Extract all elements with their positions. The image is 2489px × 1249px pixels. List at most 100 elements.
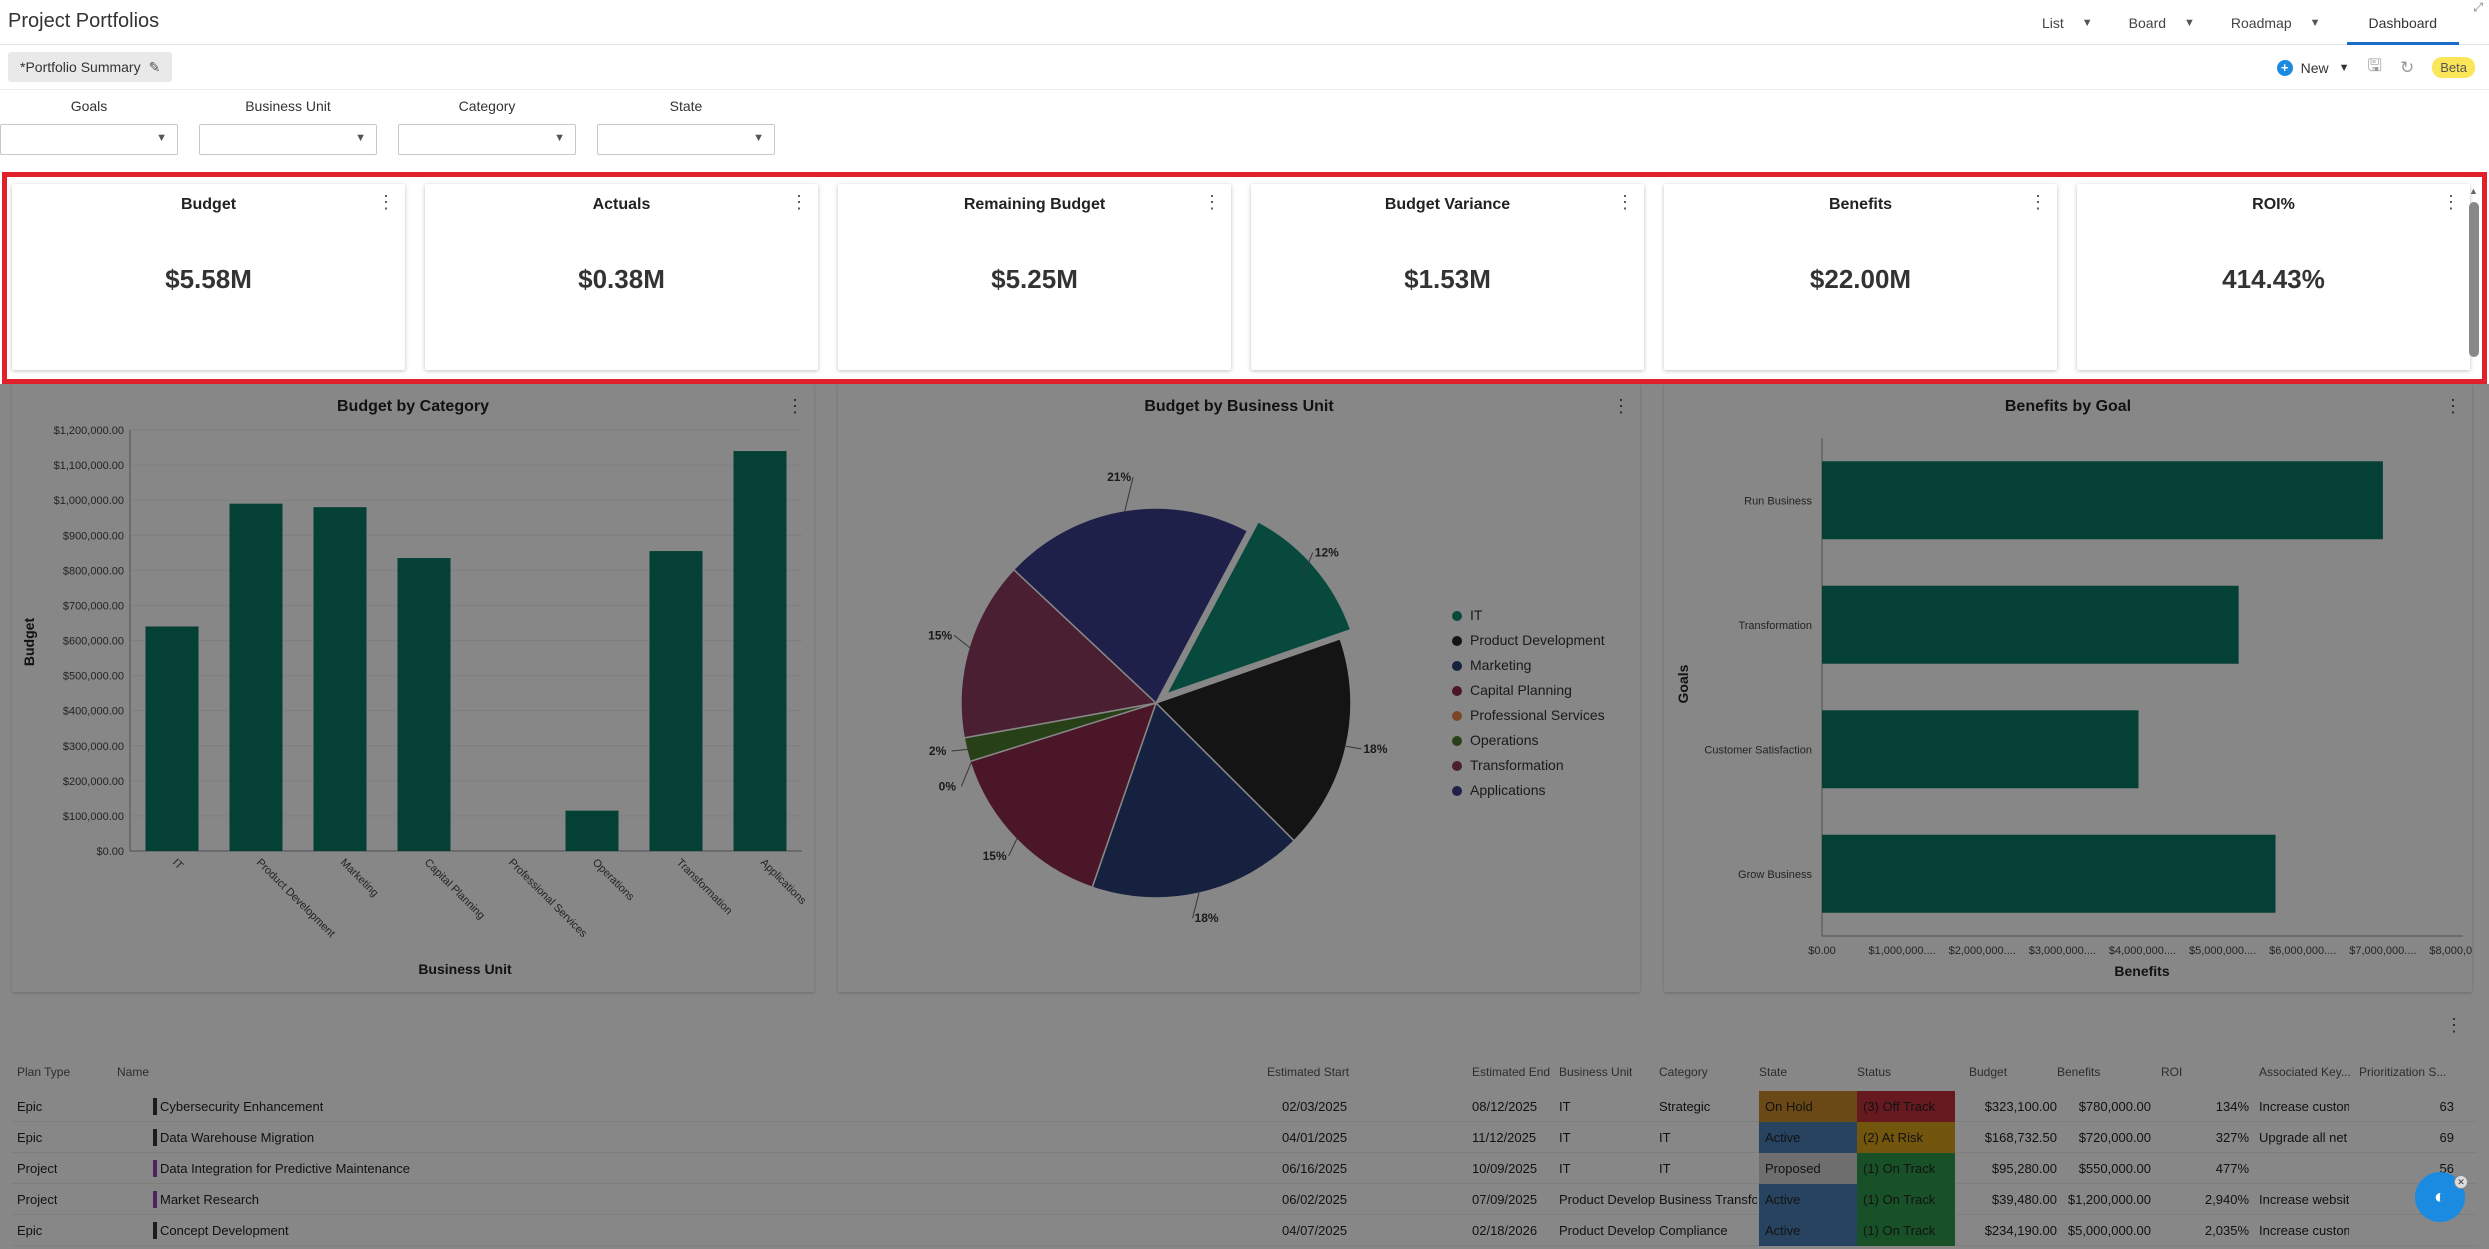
legend-label: Transformation bbox=[1470, 757, 1564, 773]
state-select[interactable]: ▼ bbox=[597, 124, 775, 155]
cell-state: Active bbox=[1759, 1122, 1857, 1153]
more-options-icon[interactable]: ⋮ bbox=[2444, 396, 2462, 416]
save-icon[interactable]: 🖫 bbox=[2367, 56, 2382, 75]
filter-bar: Goals ▼ Business Unit ▼ Category ▼ State… bbox=[0, 90, 2489, 160]
bar bbox=[397, 558, 451, 851]
kpi-title: Budget Variance bbox=[1384, 196, 1511, 213]
scrollbar-thumb[interactable] bbox=[2469, 202, 2479, 357]
column-header[interactable]: Benefits bbox=[2057, 1065, 2101, 1079]
table-row[interactable]: Epic Data Warehouse Migration 04/01/2025 11… bbox=[12, 1122, 2477, 1153]
pencil-icon[interactable]: ✎ bbox=[148, 58, 161, 75]
kpi-title: ROI% bbox=[2252, 196, 2295, 213]
legend-marker bbox=[1452, 711, 1462, 721]
table-row[interactable]: Project Data Integration for Predictive M… bbox=[12, 1153, 2477, 1184]
view-tab-dashboard[interactable]: Dashboard bbox=[2346, 0, 2459, 45]
item-color-bar bbox=[153, 1098, 157, 1115]
kpi-value: $5.25M bbox=[991, 264, 1078, 294]
chevron-down-icon[interactable]: ▼ bbox=[2338, 61, 2350, 74]
y-tick-label: $800,000.00 bbox=[63, 565, 124, 577]
table-row[interactable]: Epic Cybersecurity Enhancement 02/03/2025 0… bbox=[12, 1091, 2477, 1122]
chevron-down-icon[interactable]: ▼ bbox=[2309, 16, 2321, 29]
kpi-value: 414.43% bbox=[2222, 264, 2325, 294]
more-options-icon[interactable]: ⋮ bbox=[1203, 192, 1221, 212]
chevron-down-icon[interactable]: ▼ bbox=[2184, 16, 2195, 29]
y-axis-title: Budget bbox=[21, 618, 37, 667]
cell-key: Increase custom bbox=[2259, 1099, 2349, 1114]
dashboard-selector-chip[interactable]: *Portfolio Summary ✎ bbox=[8, 52, 173, 82]
cell-name[interactable]: Concept Development bbox=[160, 1223, 289, 1238]
app-header: Project Portfolios List ▼ Board ▼ Roadma… bbox=[0, 0, 2489, 45]
chevron-down-icon: ▼ bbox=[753, 132, 764, 144]
legend-label: Capital Planning bbox=[1470, 682, 1572, 698]
expand-icon[interactable]: ⤢ bbox=[2473, 0, 2483, 14]
column-header[interactable]: Estimated End bbox=[1472, 1065, 1551, 1079]
more-options-icon[interactable]: ⋮ bbox=[2029, 192, 2047, 212]
chart-title: Budget by Business Unit bbox=[1144, 398, 1334, 415]
column-header[interactable]: Status bbox=[1857, 1065, 1892, 1079]
x-tick-label: $5,000,000.... bbox=[2189, 945, 2256, 957]
more-options-icon[interactable]: ⋮ bbox=[790, 192, 808, 212]
more-options-icon[interactable]: ⋮ bbox=[2445, 1015, 2463, 1035]
chevron-down-icon[interactable]: ▼ bbox=[2081, 16, 2093, 29]
more-options-icon[interactable]: ⋮ bbox=[786, 396, 804, 416]
cell-name[interactable]: Cybersecurity Enhancement bbox=[160, 1099, 324, 1114]
legend-marker bbox=[1452, 786, 1462, 796]
new-button[interactable]: + New ▼ bbox=[2276, 59, 2350, 76]
bar bbox=[1822, 710, 2139, 789]
kpi-card-budget: Budget $5.58M ⋮ bbox=[12, 184, 405, 370]
kpi-card-actuals: Actuals $0.38M ⋮ bbox=[425, 184, 818, 370]
column-header[interactable]: Plan Type bbox=[17, 1065, 71, 1079]
refresh-icon[interactable]: ↻ bbox=[2400, 57, 2415, 77]
view-tab-roadmap[interactable]: Roadmap ▼ bbox=[2231, 0, 2321, 45]
view-tab-board[interactable]: Board ▼ bbox=[2129, 0, 2195, 45]
view-switcher: List ▼ Board ▼ Roadmap ▼ Dashboard bbox=[2006, 0, 2459, 45]
column-header[interactable]: Estimated Start bbox=[1267, 1065, 1350, 1079]
table-header: Plan Type Name Estimated Start Estimated En… bbox=[12, 1059, 2477, 1087]
cell-start: 02/03/2025 bbox=[1282, 1099, 1348, 1114]
cell-budget: $168,732.50 bbox=[1984, 1130, 2057, 1145]
table-row[interactable]: Epic Concept Development 04/07/2025 02/18/2… bbox=[12, 1215, 2477, 1246]
y-tick-label: $700,000.00 bbox=[63, 600, 124, 612]
more-options-icon[interactable]: ⋮ bbox=[377, 192, 395, 212]
legend-marker bbox=[1452, 636, 1462, 646]
cell-state: Active bbox=[1759, 1215, 1857, 1246]
filter-state: State ▼ bbox=[597, 98, 775, 155]
kpi-title: Remaining Budget bbox=[963, 196, 1106, 213]
more-options-icon[interactable]: ⋮ bbox=[1616, 192, 1634, 212]
business-unit-select[interactable]: ▼ bbox=[199, 124, 377, 155]
view-tab-list[interactable]: List ▼ bbox=[2042, 0, 2093, 45]
column-header[interactable]: Associated Key... bbox=[2259, 1065, 2351, 1079]
x-tick-label: $6,000,000.... bbox=[2269, 945, 2336, 957]
cell-name[interactable]: Data Warehouse Migration bbox=[160, 1130, 315, 1145]
goals-select[interactable]: ▼ bbox=[0, 124, 178, 155]
y-tick-label: $100,000.00 bbox=[63, 811, 124, 823]
budget-by-category-panel: Budget by Category ⋮ $0.00 $100,000.00 $20… bbox=[12, 384, 814, 992]
legend-label: Applications bbox=[1470, 782, 1546, 798]
column-header[interactable]: ROI bbox=[2161, 1065, 2183, 1079]
cell-prio: 69 bbox=[2439, 1130, 2454, 1145]
pie-slice bbox=[960, 568, 1158, 739]
cell-name[interactable]: Market Research bbox=[160, 1192, 259, 1207]
y-tick-label: $200,000.00 bbox=[63, 776, 124, 788]
more-options-icon[interactable]: ⋮ bbox=[1612, 396, 1630, 416]
scroll-up-icon[interactable]: ▲ bbox=[2469, 186, 2478, 196]
column-header[interactable]: Category bbox=[1659, 1065, 1708, 1079]
kpi-value: $5.58M bbox=[165, 264, 252, 294]
column-header[interactable]: Name bbox=[117, 1065, 150, 1079]
more-options-icon[interactable]: ⋮ bbox=[2442, 192, 2460, 212]
category-select[interactable]: ▼ bbox=[398, 124, 576, 155]
kpi-value: $22.00M bbox=[1809, 264, 1912, 294]
x-tick-label: Operations bbox=[590, 857, 637, 904]
legend-marker bbox=[1452, 761, 1462, 771]
plus-icon: + bbox=[2276, 59, 2293, 76]
column-header[interactable]: Budget bbox=[1969, 1065, 2008, 1079]
y-axis-title: Goals bbox=[1675, 664, 1691, 703]
column-header[interactable]: State bbox=[1759, 1065, 1788, 1079]
filter-business-unit: Business Unit ▼ bbox=[199, 98, 377, 155]
vertical-scrollbar[interactable]: ▲ bbox=[2467, 186, 2481, 362]
cell-name[interactable]: Data Integration for Predictive Maintena… bbox=[160, 1161, 411, 1176]
column-header[interactable]: Business Unit bbox=[1559, 1065, 1633, 1079]
column-header[interactable]: Prioritization S... bbox=[2359, 1065, 2447, 1079]
bar bbox=[1822, 585, 2239, 664]
table-row[interactable]: Project Market Research 06/02/2025 07/09/20… bbox=[12, 1184, 2477, 1215]
